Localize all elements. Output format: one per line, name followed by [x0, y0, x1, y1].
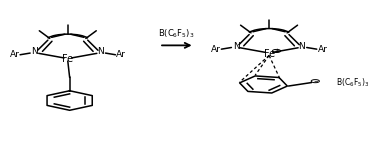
Text: N: N: [233, 42, 240, 51]
Text: B(C$_6$F$_5$)$_3$: B(C$_6$F$_5$)$_3$: [336, 77, 369, 89]
Text: Ar: Ar: [318, 45, 327, 54]
Text: Ar: Ar: [116, 50, 126, 59]
Text: +: +: [274, 48, 279, 53]
Text: N: N: [299, 42, 305, 51]
Text: Ar: Ar: [211, 45, 221, 54]
Text: Ar: Ar: [9, 50, 19, 59]
Text: Fe: Fe: [263, 49, 275, 59]
Text: B(C$_6$F$_5$)$_3$: B(C$_6$F$_5$)$_3$: [158, 28, 195, 40]
Text: N: N: [32, 48, 38, 56]
Text: N: N: [97, 48, 104, 56]
Text: Fe: Fe: [62, 54, 73, 64]
Text: −: −: [313, 79, 318, 83]
